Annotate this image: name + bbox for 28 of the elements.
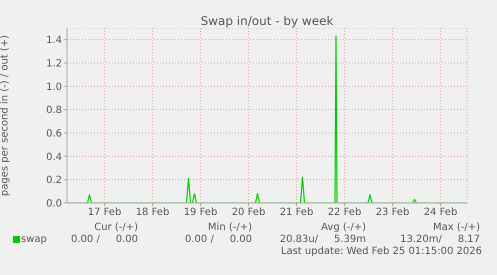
y-tick-label: 0.8: [46, 105, 62, 116]
y-tick-label: 0.2: [46, 175, 62, 186]
y-tick-label: 1.2: [46, 58, 62, 70]
text: 13.20m/ 8.17: [400, 234, 480, 245]
y-tick-label: 1.4: [46, 35, 62, 46]
x-tick-label: 17 Feb: [88, 207, 122, 218]
legend-label: swap: [20, 234, 47, 245]
y-tick-label: 0.4: [46, 152, 62, 163]
x-tick-label: 24 Feb: [424, 207, 458, 218]
text: 20.83u/ 5.39m: [280, 234, 366, 245]
text: Last update: Wed Feb 25 01:15:00 2026: [280, 246, 482, 257]
chart-title: Swap in/out - by week: [200, 14, 334, 28]
y-tick-label: 0.6: [46, 128, 62, 140]
text: 0.00 / 0.00: [71, 234, 138, 245]
y-tick-label: 1.0: [46, 82, 62, 93]
x-tick-label: 21 Feb: [280, 207, 314, 218]
x-tick-label: 23 Feb: [376, 207, 410, 218]
x-tick-label: 20 Feb: [232, 207, 266, 218]
text: Max (-/+): [432, 222, 480, 233]
text: Cur (-/+): [94, 222, 138, 233]
y-tick-label: 0.0: [46, 198, 62, 210]
text: Min (-/+): [208, 222, 252, 233]
y-axis-title: pages per second in (-) / out (+): [0, 34, 11, 196]
x-tick-label: 19 Feb: [184, 207, 218, 218]
x-tick-label: 18 Feb: [136, 207, 170, 218]
x-tick-label: 22 Feb: [328, 207, 362, 218]
text: Avg (-/+): [321, 222, 366, 233]
text: 0.00 / 0.00: [185, 234, 252, 245]
